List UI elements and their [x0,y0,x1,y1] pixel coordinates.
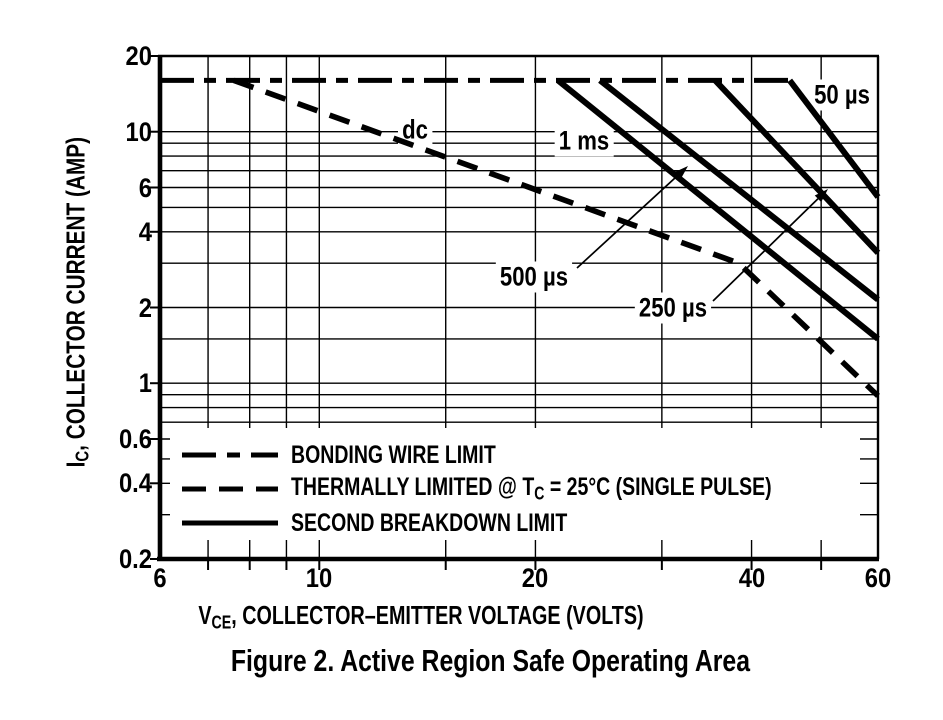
solid-line-sample-icon [182,520,278,526]
dashdot-line-sample-icon [182,452,278,458]
legend-item-bonding-wire: BONDING WIRE LIMIT [182,440,553,470]
dashed-line-sample-icon [182,486,278,492]
curve-label-500us: 500 µs [495,261,573,293]
legend-label-bonding-wire: BONDING WIRE LIMIT [291,440,496,469]
curve-label-dc: dc [397,114,433,146]
legend-item-second-breakdown: SECOND BREAKDOWN LIMIT [182,508,645,538]
legend-label-thermally-limited: THERMALLY LIMITED @ TC = 25°C (SINGLE PU… [291,473,772,504]
curve-label-250us: 250 µs [634,292,712,324]
legend-label-second-breakdown: SECOND BREAKDOWN LIMIT [291,508,568,537]
legend: BONDING WIRE LIMIT THERMALLY LIMITED @ T… [170,428,860,540]
curve-label-1ms: 1 ms [554,125,614,157]
legend-item-thermally-limited: THERMALLY LIMITED @ TC = 25°C (SINGLE PU… [182,473,907,504]
curve-label-50us: 50 µs [809,79,875,111]
